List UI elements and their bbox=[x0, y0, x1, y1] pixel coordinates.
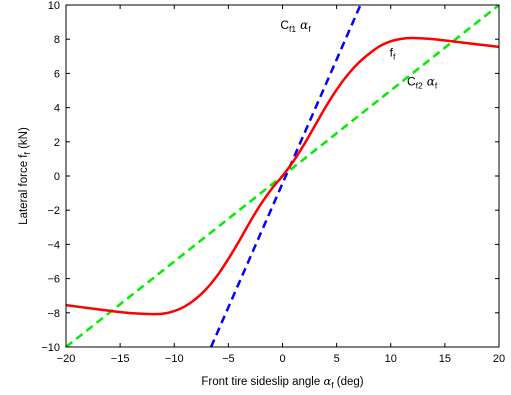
x-axis-label: Front tire sideslip angle αf (deg) bbox=[201, 374, 363, 390]
series-line-0 bbox=[66, 36, 499, 316]
x-tick-label: −20 bbox=[57, 353, 76, 365]
x-tick-label: −15 bbox=[111, 353, 130, 365]
x-tick-label: 15 bbox=[439, 353, 451, 365]
plot-frame bbox=[65, 4, 500, 348]
x-tick-label: 5 bbox=[334, 353, 340, 365]
series-line-1 bbox=[209, 5, 362, 347]
y-tick-label: −10 bbox=[41, 342, 60, 354]
x-tick-label: 0 bbox=[279, 353, 285, 365]
y-tick-label: 4 bbox=[54, 103, 60, 115]
x-tick-label: −10 bbox=[165, 353, 184, 365]
y-tick-label: −8 bbox=[47, 308, 60, 320]
y-tick-label: 0 bbox=[54, 171, 60, 183]
annotation-label: ff bbox=[390, 45, 396, 61]
y-tick-label: −4 bbox=[47, 239, 60, 251]
y-axis-label: Lateral force ff (kN) bbox=[18, 127, 32, 225]
series-group bbox=[66, 5, 499, 347]
annotation-label: Cf1 αf bbox=[280, 18, 311, 34]
x-tick-label: 20 bbox=[493, 353, 505, 365]
y-tick-label: −2 bbox=[47, 205, 60, 217]
x-tick-label: −5 bbox=[222, 353, 235, 365]
x-tick-label: 10 bbox=[385, 353, 397, 365]
y-tick-label: 6 bbox=[54, 68, 60, 80]
y-tick-label: 8 bbox=[54, 34, 60, 46]
y-tick-label: −6 bbox=[47, 274, 60, 286]
annotation-label: Cf2 αf bbox=[407, 74, 438, 90]
y-tick-label: 2 bbox=[54, 137, 60, 149]
y-tick-label: 10 bbox=[48, 0, 60, 12]
annotations: Cf1 αf ff Cf2 αf bbox=[280, 18, 438, 90]
